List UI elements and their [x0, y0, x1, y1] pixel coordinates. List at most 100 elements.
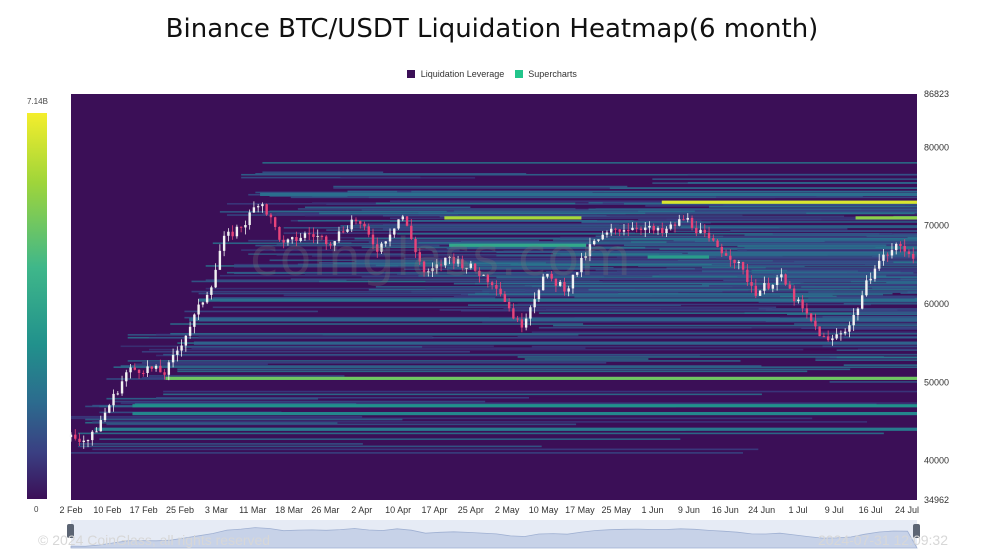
liquidation-streak — [758, 244, 917, 247]
liquidation-streak — [857, 311, 917, 313]
price-candle-body — [843, 331, 847, 334]
x-tick-label: 10 Feb — [93, 505, 121, 515]
price-candle-body — [767, 283, 770, 289]
price-candle-body — [788, 284, 792, 289]
liquidation-streak — [822, 345, 917, 348]
x-tick-label: 1 Jul — [788, 505, 807, 515]
liquidation-streak — [794, 261, 917, 263]
liquidation-streak — [553, 324, 917, 327]
price-candle-body — [95, 431, 98, 433]
liquidation-streak — [694, 210, 917, 212]
price-candle-body — [529, 307, 532, 319]
price-candle-body — [856, 308, 860, 315]
price-candle-body — [907, 251, 911, 254]
price-candle-body — [167, 362, 171, 375]
price-candle-body — [265, 204, 268, 215]
liquidation-streak — [517, 303, 871, 306]
liquidation-streak — [666, 241, 917, 243]
price-candle-body — [737, 262, 741, 264]
price-candle-body — [712, 238, 715, 241]
liquidation-streak — [751, 272, 914, 274]
liquidation-streak — [390, 217, 917, 220]
price-candle-body — [890, 250, 894, 256]
liquidation-streak — [531, 285, 733, 288]
price-candle-body — [269, 214, 273, 218]
liquidation-streak — [914, 296, 917, 298]
price-candle-body — [163, 372, 166, 375]
liquidation-band — [198, 298, 917, 302]
colorbar — [27, 113, 47, 499]
price-candle-body — [401, 216, 404, 220]
liquidation-streak — [517, 356, 884, 358]
liquidation-streak — [92, 448, 759, 451]
price-candle-body — [784, 274, 787, 285]
liquidation-streak — [156, 354, 700, 357]
liquidation-streak — [411, 190, 917, 193]
x-tick-label: 2 May — [495, 505, 520, 515]
liquidation-streak — [794, 283, 917, 286]
price-candle-body — [516, 318, 519, 320]
liquidation-streak — [907, 236, 917, 239]
liquidation-streak — [787, 278, 917, 281]
price-candle-body — [320, 235, 324, 237]
liquidation-band — [189, 318, 917, 322]
price-candle-body — [388, 234, 392, 242]
liquidation-streak — [92, 421, 868, 423]
liquidation-streak — [744, 234, 917, 236]
liquidation-band — [132, 404, 917, 408]
price-candle-body — [610, 228, 613, 233]
price-candle-body — [397, 219, 400, 229]
liquidation-streak — [163, 393, 762, 396]
navigator-handle-left[interactable] — [67, 524, 74, 538]
price-candle-body — [359, 221, 362, 224]
legend-item-supercharts[interactable]: Supercharts — [514, 69, 577, 79]
price-candle-body — [699, 229, 702, 234]
liquidation-streak — [815, 359, 917, 361]
liquidation-band — [165, 376, 917, 380]
liquidation-streak — [567, 294, 833, 297]
price-candle-body — [741, 262, 745, 270]
liquidation-streak — [439, 215, 845, 218]
price-candle-body — [822, 336, 826, 338]
liquidation-streak — [843, 364, 917, 366]
liquidation-streak — [241, 173, 917, 176]
liquidation-streak — [538, 326, 917, 329]
liquidation-band — [855, 216, 917, 220]
price-candle-body — [469, 263, 473, 268]
liquidation-streak — [524, 358, 649, 360]
legend-item-liquidation-leverage[interactable]: Liquidation Leverage — [407, 69, 504, 79]
x-tick-label: 1 Jun — [642, 505, 664, 515]
liquidation-streak — [460, 309, 917, 312]
price-candle-body — [575, 272, 579, 275]
liquidation-streak — [822, 326, 917, 329]
liquidation-streak — [120, 365, 762, 367]
x-tick-label: 16 Jun — [712, 505, 739, 515]
x-tick-label: 2 Apr — [351, 505, 372, 515]
price-candle-body — [91, 431, 94, 441]
navigator-handle-right[interactable] — [913, 524, 920, 538]
price-candle-body — [852, 314, 855, 326]
price-candle-body — [750, 282, 753, 286]
price-candle-body — [69, 434, 73, 438]
x-tick-label: 10 May — [529, 505, 559, 515]
liquidation-streak — [886, 274, 917, 277]
price-candle-body — [244, 225, 247, 228]
price-candle-body — [337, 231, 341, 242]
liquidation-streak — [340, 177, 476, 179]
price-candle-body — [146, 366, 149, 374]
liquidation-streak — [652, 178, 917, 180]
liquidation-streak — [106, 423, 577, 426]
price-candle-body — [592, 240, 596, 245]
price-candle-body — [218, 250, 222, 270]
liquidation-streak — [900, 270, 917, 273]
price-candle-body — [367, 226, 370, 235]
price-candle-body — [605, 232, 609, 235]
liquidation-streak — [255, 191, 593, 194]
price-candle-body — [137, 369, 141, 373]
liquidation-streak — [368, 196, 918, 199]
liquidation-streak — [390, 220, 634, 222]
x-tick-label: 9 Jun — [678, 505, 700, 515]
price-candle-body — [78, 438, 81, 443]
liquidation-streak — [432, 259, 678, 261]
